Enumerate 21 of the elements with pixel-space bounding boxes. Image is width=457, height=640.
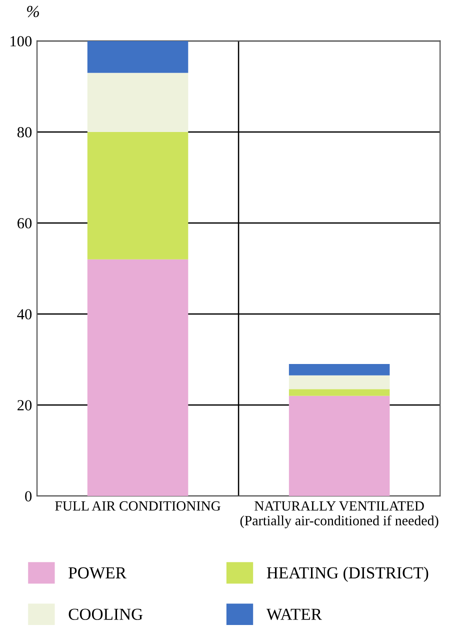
bar: [87, 72, 188, 132]
bar: [288, 389, 390, 396]
legend-label: HEATING (DISTRICT): [266, 566, 428, 582]
bar: [288, 396, 390, 496]
x-tick-label: FULL AIR CONDITIONING: [55, 501, 220, 511]
bar: [87, 132, 188, 260]
legend-label: COOLING: [68, 608, 143, 620]
y-tick-label: 0: [25, 491, 32, 502]
y-axis-title: %: [27, 6, 39, 18]
y-tick-label: 40: [17, 309, 32, 320]
bar: [87, 259, 188, 496]
y-tick-label: 100: [10, 36, 32, 46]
bar: [87, 40, 188, 73]
y-tick-label: 80: [17, 127, 32, 138]
y-tick-label: 60: [18, 218, 32, 228]
x-tick-label: NATURALLY VENTILATED (Partially air-conditioned if needed): [240, 501, 438, 528]
legend-label: POWER: [68, 567, 126, 579]
y-tick-label: 20: [18, 400, 32, 410]
bar: [288, 364, 390, 376]
legend-label: WATER: [266, 608, 322, 620]
bar: [288, 375, 390, 390]
